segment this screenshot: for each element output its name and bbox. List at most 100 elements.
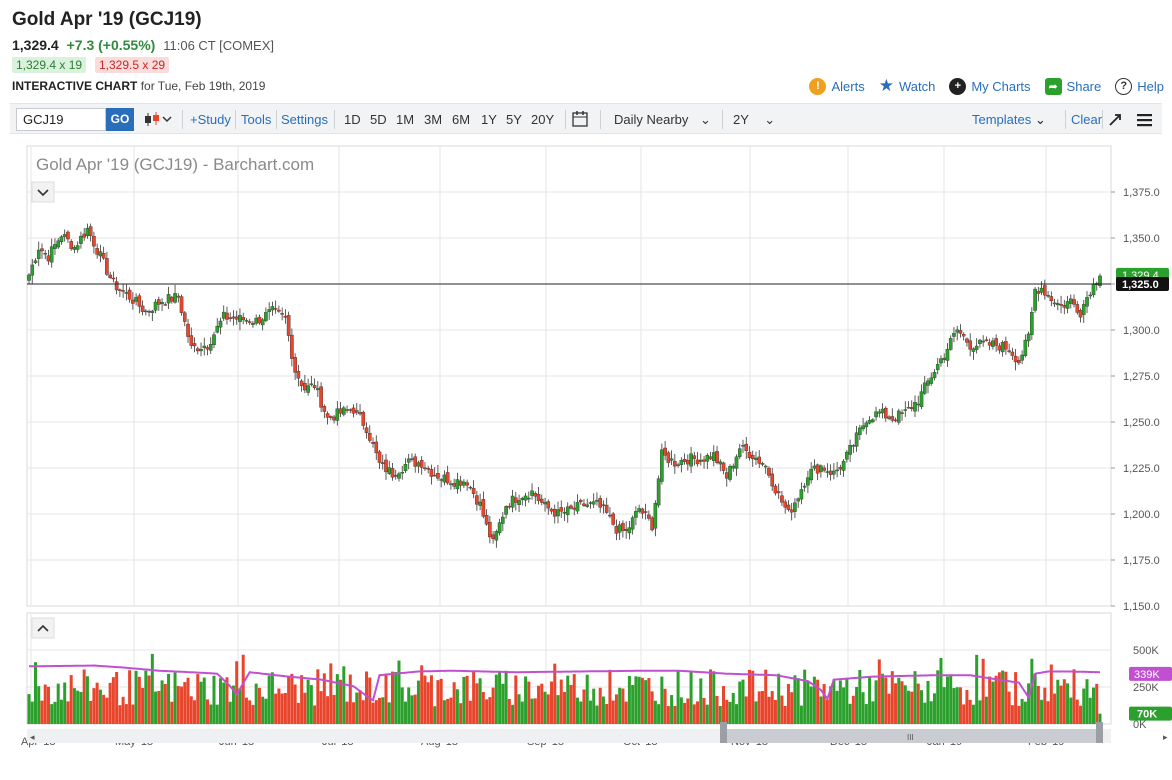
- candle-body: [887, 416, 891, 419]
- candle-body: [118, 289, 122, 291]
- line-price-tag-label: 1,325.0: [1122, 279, 1159, 291]
- collapse-price-button[interactable]: [31, 181, 55, 203]
- go-button[interactable]: GO: [106, 108, 134, 131]
- candle-body: [160, 302, 164, 304]
- candle-body: [108, 274, 112, 278]
- volume-bar: [819, 696, 823, 724]
- volume-bar: [238, 688, 242, 724]
- candle-body: [978, 339, 982, 344]
- candle-body: [666, 452, 671, 463]
- top-nav: ! Alerts ★ Watch + My Charts ➦ Share ? H…: [809, 76, 1164, 96]
- volume-bar: [634, 676, 638, 724]
- collapse-volume-button[interactable]: [31, 617, 55, 639]
- candle-body: [264, 312, 268, 321]
- volume-bar: [202, 677, 206, 724]
- candle-body: [79, 235, 83, 244]
- ask-badge: 1,329.5 x 29: [95, 57, 170, 73]
- tools-button[interactable]: Tools: [241, 112, 272, 127]
- candlestick-icon: [145, 112, 172, 126]
- candle-body: [56, 240, 61, 248]
- candle-body: [286, 315, 291, 336]
- candle-body: [647, 514, 651, 519]
- volume-bar: [1085, 679, 1089, 724]
- candle-body: [1081, 304, 1086, 315]
- volume-bar: [611, 700, 615, 724]
- candle-body: [926, 380, 930, 386]
- volume-bar: [533, 698, 537, 724]
- volume-bar: [468, 700, 472, 724]
- nearby-dropdown[interactable]: Daily Nearby ⌄: [614, 104, 711, 135]
- period-5d[interactable]: 5D: [370, 112, 387, 127]
- volume-bar: [913, 671, 917, 724]
- candle-body: [1062, 305, 1067, 308]
- alerts-link[interactable]: ! Alerts: [809, 76, 865, 96]
- volume-bar: [1062, 679, 1066, 724]
- calendar-button[interactable]: [572, 104, 588, 135]
- scrollbar-left-handle: [720, 722, 727, 743]
- volume-bar: [806, 680, 810, 724]
- candle-body: [1026, 333, 1031, 342]
- chevron-down-icon: [37, 189, 49, 197]
- volume-bar: [95, 682, 99, 724]
- volume-bar: [403, 701, 407, 724]
- candle-body: [449, 483, 453, 485]
- chevron-down-icon: ⌄: [764, 112, 776, 127]
- candle-body: [556, 509, 560, 517]
- my-charts-link[interactable]: + My Charts: [949, 76, 1031, 96]
- candle-body: [43, 253, 48, 255]
- candle-body: [906, 407, 911, 409]
- candle-body: [627, 527, 632, 534]
- menu-button[interactable]: [1136, 104, 1154, 135]
- period-5y[interactable]: 5Y: [506, 112, 522, 127]
- settings-button[interactable]: Settings: [281, 112, 328, 127]
- volume-bar: [978, 700, 982, 724]
- range-dropdown[interactable]: 2Y ⌄: [733, 104, 775, 135]
- period-20y[interactable]: 20Y: [531, 112, 555, 127]
- volume-bar: [796, 678, 800, 724]
- candle-body: [916, 403, 921, 406]
- expand-button[interactable]: [1107, 104, 1123, 135]
- volume-bar: [926, 680, 930, 724]
- volume-bar: [676, 671, 680, 724]
- help-link[interactable]: ? Help: [1115, 76, 1164, 96]
- candle-body: [971, 348, 976, 352]
- period-1m[interactable]: 1M: [396, 112, 415, 127]
- candle-body: [793, 502, 797, 512]
- period-1y[interactable]: 1Y: [481, 112, 497, 127]
- volume-bar: [222, 682, 226, 724]
- candle-body: [809, 468, 813, 481]
- candle-body: [406, 458, 411, 463]
- symbol-input[interactable]: [16, 108, 106, 131]
- candle-body: [69, 241, 73, 249]
- candle-body: [955, 329, 959, 333]
- volume-bar: [368, 677, 372, 724]
- volume-bar: [150, 653, 154, 724]
- candle-body: [354, 410, 359, 413]
- volume-bar: [420, 665, 424, 724]
- candle-body: [517, 500, 521, 505]
- candle-body: [536, 494, 541, 501]
- period-6m[interactable]: 6M: [452, 112, 471, 127]
- toolbar-divider: [182, 110, 183, 129]
- clear-button[interactable]: Clear: [1071, 112, 1103, 127]
- scrollbar-thumb[interactable]: [724, 729, 1102, 743]
- candle-body: [744, 443, 749, 451]
- volume-tick-label: 500K: [1133, 645, 1159, 657]
- period-1d[interactable]: 1D: [344, 112, 361, 127]
- volume-bar: [527, 681, 531, 724]
- share-link[interactable]: ➦ Share: [1044, 76, 1101, 96]
- volume-bar: [991, 681, 995, 724]
- volume-bar: [309, 685, 313, 724]
- study-button[interactable]: +Study: [190, 112, 231, 127]
- templates-dropdown[interactable]: Templates ⌄: [972, 104, 1046, 135]
- candle-type-icon[interactable]: [142, 104, 174, 135]
- watch-link[interactable]: ★ Watch: [879, 76, 936, 96]
- candle-body: [290, 334, 294, 359]
- candle-body: [380, 462, 385, 464]
- candle-body: [786, 504, 791, 510]
- volume-bar: [121, 696, 125, 724]
- candle-body: [257, 316, 262, 324]
- candle-body: [182, 312, 187, 322]
- period-3m[interactable]: 3M: [424, 112, 443, 127]
